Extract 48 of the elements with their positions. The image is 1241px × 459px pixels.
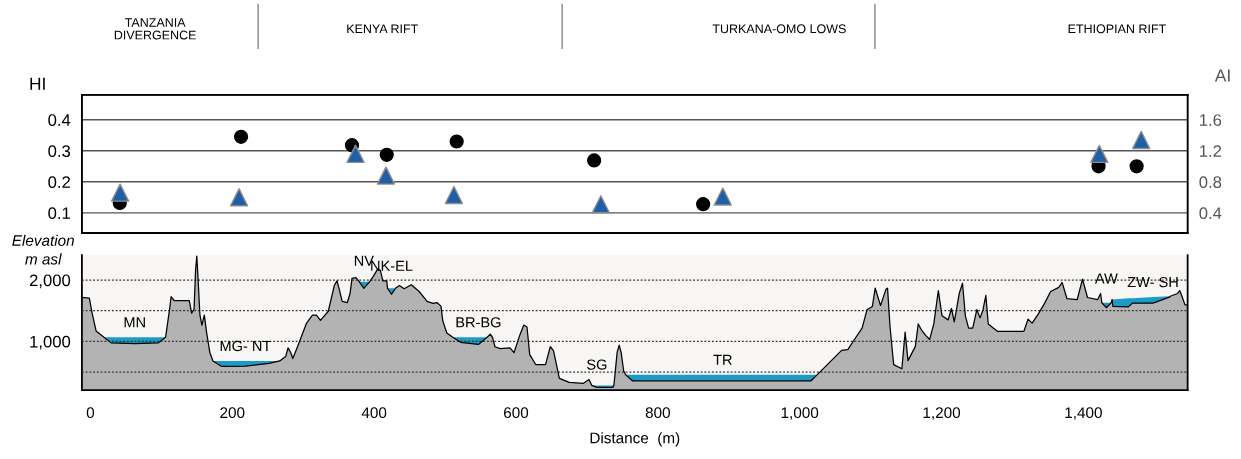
point bbox=[346, 144, 365, 164]
annotation: AW bbox=[1094, 273, 1118, 284]
point bbox=[713, 187, 732, 206]
y-tick-label: 0.1 bbox=[48, 207, 70, 220]
x-tick-label: 0 bbox=[86, 407, 95, 419]
point bbox=[591, 195, 611, 214]
annotation: MG- NT bbox=[220, 340, 271, 352]
y-tick-label: 0.4 bbox=[48, 114, 71, 126]
text: ETHIOPIAN RIFT bbox=[1068, 24, 1166, 34]
y-axis-title: HI bbox=[30, 77, 45, 90]
x-tick-label: 800 bbox=[645, 407, 670, 419]
annotation: TR bbox=[713, 354, 732, 365]
annotation: ZW- SH bbox=[1127, 276, 1178, 288]
x-tick-label: 1,200 bbox=[923, 407, 961, 420]
y-tick-label: 0.2 bbox=[48, 176, 70, 189]
x-tick-label: 400 bbox=[361, 407, 387, 419]
point bbox=[696, 197, 711, 212]
annotation: MN bbox=[124, 317, 145, 328]
text: TANZANIA DIVERGENCE bbox=[114, 18, 196, 40]
point bbox=[587, 153, 602, 168]
y-axis-title: Elevation m asl bbox=[12, 234, 74, 265]
y-tick-label: 1,000 bbox=[30, 335, 71, 350]
x-tick-label: 1,400 bbox=[1065, 407, 1102, 420]
x-tick-label: 600 bbox=[504, 407, 529, 419]
y-tick-label: 2,000 bbox=[29, 274, 71, 289]
y-tick-label: 0.3 bbox=[48, 145, 71, 157]
point bbox=[229, 188, 249, 207]
x-axis-title: Distance (m) bbox=[590, 432, 680, 447]
point bbox=[233, 129, 249, 144]
y2-tick-label: 1.6 bbox=[1200, 114, 1222, 126]
point bbox=[1131, 130, 1151, 150]
text: TURKANA-OMO LOWS bbox=[712, 24, 846, 34]
point bbox=[376, 166, 396, 185]
x-tick-label: 200 bbox=[220, 407, 245, 419]
y2-axis-title: AI bbox=[1214, 69, 1230, 82]
point bbox=[444, 185, 464, 205]
point bbox=[1090, 144, 1109, 164]
point bbox=[110, 183, 130, 202]
y2-tick-label: 0.4 bbox=[1199, 207, 1222, 220]
y2-tick-label: 1.2 bbox=[1200, 145, 1222, 157]
y2-tick-label: 0.8 bbox=[1199, 176, 1222, 189]
point bbox=[1129, 159, 1144, 174]
annotation: SG bbox=[587, 359, 607, 370]
text: KENYA RIFT bbox=[347, 24, 418, 34]
point bbox=[449, 134, 464, 149]
x-tick-label: 1,000 bbox=[781, 407, 819, 420]
annotation: BR-BG bbox=[456, 317, 501, 328]
point bbox=[379, 147, 394, 162]
